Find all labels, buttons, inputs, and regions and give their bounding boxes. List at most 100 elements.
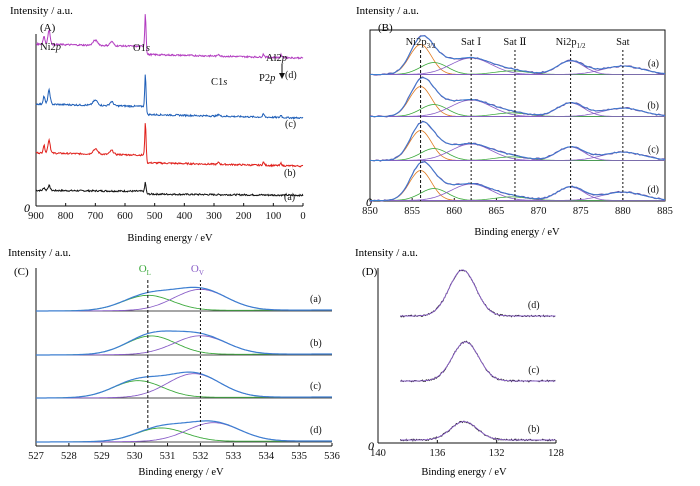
panel-b-component	[370, 188, 665, 201]
panel-a-curves	[35, 14, 304, 197]
panel-c-xtick-label: 536	[324, 451, 340, 462]
panel-d-zero: 0	[368, 439, 374, 453]
panel-b-peak-label: Ni2p1/2	[556, 37, 586, 50]
panel-c-curve-label: (c)	[310, 381, 321, 392]
panel-a-xlabel: Binding energy / eV	[127, 233, 213, 244]
panel-b-curve-label: (c)	[648, 145, 659, 156]
panel-d-xtick-label: 136	[429, 448, 445, 459]
panel-a-curve-label: (a)	[284, 192, 295, 203]
panel-b-xtick-label: 870	[531, 206, 547, 217]
panel-b-curve-label: (a)	[648, 59, 659, 70]
panel-b-xtick-label: 880	[615, 206, 631, 217]
panel-a-ylabel: Intensity / a.u.	[10, 5, 73, 17]
panel-a-peak-label: Ni2p	[40, 42, 61, 53]
panel-b-component	[370, 102, 665, 117]
panel-a-xtick-label: 600	[117, 211, 133, 222]
panel-c-xtick-label: 533	[225, 451, 241, 462]
panel-b-peak-label: Sat Ⅱ	[503, 37, 526, 48]
panel-d-xtick-label: 140	[370, 448, 386, 459]
panel-b-component	[370, 62, 665, 75]
panel-a-curve-label: (c)	[285, 119, 296, 130]
panel-d-ylabel: Intensity / a.u.	[355, 247, 418, 259]
panel-b-xtick-label: 875	[573, 206, 589, 217]
panel-c-curve-label: (d)	[310, 425, 322, 436]
panel-c-ol-component	[36, 427, 332, 443]
panel-d-curves: (d) (c) (b)	[399, 269, 556, 442]
panel-c-peak-label: OV	[191, 263, 204, 277]
panel-a-xtick-label: 900	[28, 211, 44, 222]
panel-a-curve-label: (b)	[284, 168, 296, 179]
panel-b-peak-label: Ni2p3/2	[406, 37, 436, 50]
panel-d-fit	[400, 421, 556, 441]
panel-a-peak-label: P2p	[259, 73, 275, 84]
panel-c-curve-label: (a)	[310, 294, 321, 305]
panel-b-component	[370, 186, 665, 201]
panel-b-peak-label: Sat	[616, 37, 630, 48]
panel-b-ylabel: Intensity / a.u.	[356, 5, 419, 17]
panel-a-peak-label: C1s	[211, 77, 227, 88]
panel-a-series-c	[35, 74, 304, 120]
panel-a-series-d	[35, 14, 304, 60]
panel-d-xticks: 140 136 132 128	[370, 268, 564, 459]
panel-d-xtick-label: 128	[548, 448, 564, 459]
panel-d-curve-label: (d)	[528, 300, 540, 311]
panel-b-xtick-label: 860	[446, 206, 462, 217]
panel-c-xticks: 527 528 529 530 531 532 533 534 535 536	[28, 268, 340, 462]
panel-a-xtick-label: 500	[147, 211, 163, 222]
panel-b-xticks: 850 855 860 865 870 875 880 885	[362, 29, 673, 217]
panel-a-arrow-head	[279, 73, 285, 79]
panel-c-xtick-label: 529	[94, 451, 110, 462]
panel-c-xtick-label: 530	[127, 451, 143, 462]
panel-b-envelope	[370, 77, 666, 117]
panel-c-label: (C)	[14, 266, 29, 278]
panel-b-curve-label: (b)	[647, 101, 659, 112]
panel-b-zero: 0	[366, 195, 372, 209]
panel-d: Intensity / a.u. (D) 0 Binding energy / …	[355, 247, 564, 478]
panel-b-xlabel: Binding energy / eV	[474, 227, 560, 238]
panel-a-xtick-label: 800	[58, 211, 74, 222]
panel-b-component	[370, 60, 665, 75]
panel-c-envelope	[36, 420, 332, 443]
panel-a-xtick-label: 300	[206, 211, 222, 222]
panel-b-component	[370, 104, 665, 117]
panel-b-component	[370, 148, 665, 161]
panel-c-xtick-label: 531	[160, 451, 176, 462]
panel-a-xtick-label: 400	[176, 211, 192, 222]
panel-c-curve-label: (b)	[310, 338, 322, 349]
panel-a-peak-label: Al2p	[266, 53, 287, 64]
panel-b-xtick-label: 850	[362, 206, 378, 217]
panel-c-peak-labels: OL OV	[139, 263, 204, 430]
panel-c-xtick-label: 535	[291, 451, 307, 462]
panel-a-xticks: 900 800 700 600 500 400 300 200 100 0	[28, 34, 306, 222]
panel-d-fit	[400, 341, 556, 382]
panel-c-ol-component	[36, 294, 332, 312]
panel-b-measured	[369, 76, 666, 118]
panel-b-curves: (a) (b) (c) (d)	[369, 35, 666, 202]
panel-b-peak-labels: Ni2p3/2 Sat Ⅰ Sat Ⅱ Ni2p1/2 Sat	[406, 37, 630, 201]
panel-d-xlabel: Binding energy / eV	[421, 467, 507, 478]
panel-c-ov-component	[36, 288, 332, 312]
panel-d-xtick-label: 132	[489, 448, 505, 459]
panel-d-label: (D)	[362, 266, 378, 278]
panel-b-label: (B)	[378, 22, 393, 34]
panel-a-label: (A)	[40, 22, 56, 34]
panel-c-xlabel: Binding energy / eV	[138, 467, 224, 478]
panel-b-component	[370, 146, 665, 161]
panel-a: Intensity / a.u. (A) 0 Binding energy / …	[10, 5, 306, 244]
panel-a-series-b	[35, 123, 304, 168]
panel-b-curve-label: (d)	[647, 185, 659, 196]
panel-c-peak-label: OL	[139, 263, 151, 277]
panel-b: Intensity / a.u. (B) 0 Binding energy / …	[356, 5, 673, 238]
panel-b-xtick-label: 885	[657, 206, 673, 217]
panel-c-xtick-label: 534	[258, 451, 275, 462]
panel-c-ov-component	[36, 335, 332, 356]
panel-c-xtick-label: 532	[193, 451, 209, 462]
panel-c: Intensity / a.u. (C) Binding energy / eV…	[8, 247, 340, 478]
panel-a-curve-label: (d)	[285, 70, 297, 81]
panel-c-envelope	[36, 330, 332, 356]
panel-a-xtick-label: 200	[236, 211, 252, 222]
panel-c-envelope	[36, 371, 332, 399]
panel-a-peak-labels: Ni2p O1s C1s P2p Al2p (a) (b) (c) (d)	[40, 42, 297, 203]
panel-a-zero: 0	[24, 201, 30, 215]
